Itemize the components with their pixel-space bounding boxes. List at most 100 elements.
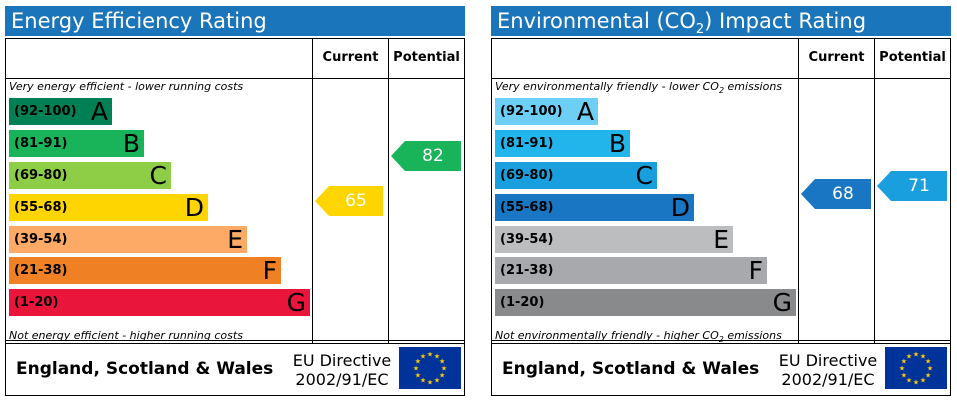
star-icon: ★ <box>899 365 905 373</box>
star-icon: ★ <box>913 379 919 387</box>
band-g: (1-20) G <box>9 289 310 316</box>
pointer-arrow <box>877 171 947 201</box>
bottom-note-suffix: emissions <box>723 329 782 342</box>
band-a: (92-100) A <box>9 98 112 125</box>
band-letter: A <box>90 97 108 126</box>
bottom-note-subscript: 2 <box>718 335 724 345</box>
band-letter: C <box>149 161 167 190</box>
band-d: (55-68) D <box>9 194 208 221</box>
star-icon: ★ <box>420 377 426 385</box>
band-range: (21-38) <box>14 263 68 278</box>
potential-column-header: Potential <box>393 50 460 65</box>
current-column-header: Current <box>322 50 379 65</box>
rating-table <box>491 38 951 344</box>
star-icon: ★ <box>925 358 931 366</box>
bottom-note: Not environmentally friendly - higher CO… <box>495 329 782 347</box>
top-note-subscript: 2 <box>718 86 725 96</box>
column-divider <box>312 38 313 344</box>
star-icon: ★ <box>920 377 926 385</box>
top-note-suffix: emissions <box>724 80 783 93</box>
band-range: (21-38) <box>500 263 554 278</box>
pointer-value: 68 <box>832 184 854 204</box>
band-letter: F <box>262 256 277 285</box>
band-letter: D <box>670 193 690 222</box>
band-letter: B <box>122 129 140 158</box>
directive-line2: 2002/91/EC <box>781 370 875 389</box>
star-icon: ★ <box>927 365 933 373</box>
band-b: (81-91) B <box>495 130 630 157</box>
band-letter: G <box>772 288 792 317</box>
title-subscript: 2 <box>695 22 705 38</box>
star-icon: ★ <box>439 372 445 380</box>
panel-title: Energy Efficiency Rating <box>5 6 465 36</box>
top-note-text: Very environmentally friendly - lower CO <box>495 80 719 93</box>
band-b: (81-91) B <box>9 130 144 157</box>
star-icon: ★ <box>906 352 912 360</box>
band-letter: G <box>286 288 306 317</box>
band-letter: C <box>635 161 653 190</box>
band-range: (92-100) <box>500 104 563 119</box>
current-rating-pointer: 68 <box>801 179 871 209</box>
directive-line2: 2002/91/EC <box>295 370 389 389</box>
star-icon: ★ <box>441 365 447 373</box>
pointer-arrow <box>315 186 383 216</box>
band-e: (39-54) E <box>9 226 247 253</box>
eu-directive: EU Directive 2002/91/EC <box>772 351 884 389</box>
star-icon: ★ <box>415 372 421 380</box>
footer: England, Scotland & Wales EU Directive 2… <box>5 340 465 396</box>
band-letter: D <box>184 193 204 222</box>
star-icon: ★ <box>415 358 421 366</box>
column-divider <box>798 38 799 344</box>
footer: England, Scotland & Wales EU Directive 2… <box>491 340 951 396</box>
header-divider <box>5 78 465 79</box>
star-icon: ★ <box>420 352 426 360</box>
band-e: (39-54) E <box>495 226 733 253</box>
band-a: (92-100) A <box>495 98 598 125</box>
environmental-impact-panel: Environmental (CO2) Impact Rating Curren… <box>491 6 951 398</box>
directive-line1: EU Directive <box>778 351 878 370</box>
header-divider <box>491 78 951 79</box>
column-divider <box>874 38 875 344</box>
pointer-value: 82 <box>422 146 444 166</box>
band-range: (55-68) <box>14 200 68 215</box>
band-d: (55-68) D <box>495 194 694 221</box>
star-icon: ★ <box>427 351 433 359</box>
band-f: (21-38) F <box>495 257 767 284</box>
star-icon: ★ <box>925 372 931 380</box>
pointer-value: 71 <box>908 176 930 196</box>
current-column-header: Current <box>808 50 865 65</box>
star-icon: ★ <box>413 365 419 373</box>
band-g: (1-20) G <box>495 289 796 316</box>
eu-flag-icon: ★ ★ ★ ★ ★ ★ ★ ★ ★ ★ ★ ★ <box>399 347 461 389</box>
band-letter: A <box>576 97 594 126</box>
band-range: (81-91) <box>14 136 68 151</box>
star-icon: ★ <box>439 358 445 366</box>
band-range: (69-80) <box>14 168 68 183</box>
band-letter: F <box>748 256 763 285</box>
title-prefix: Environmental (CO <box>497 9 696 33</box>
star-icon: ★ <box>920 352 926 360</box>
directive-line1: EU Directive <box>292 351 392 370</box>
star-icon: ★ <box>901 358 907 366</box>
eu-flag-icon: ★ ★ ★ ★ ★ ★ ★ ★ ★ ★ ★ ★ <box>885 347 947 389</box>
current-rating-pointer: 65 <box>315 186 383 216</box>
band-letter: E <box>227 225 243 254</box>
column-divider <box>388 38 389 344</box>
band-c: (69-80) C <box>495 162 657 189</box>
top-note: Very energy efficient - lower running co… <box>9 80 244 93</box>
region-label: England, Scotland & Wales <box>502 359 760 379</box>
panel-title: Environmental (CO2) Impact Rating <box>491 6 951 38</box>
pointer-arrow <box>801 179 871 209</box>
star-icon: ★ <box>427 379 433 387</box>
band-range: (39-54) <box>14 232 68 247</box>
energy-efficiency-panel: Energy Efficiency Rating Current Potenti… <box>5 6 465 398</box>
title-suffix: ) Impact Rating <box>704 9 867 33</box>
top-note: Very environmentally friendly - lower CO… <box>495 80 782 98</box>
pointer-arrow <box>391 141 461 171</box>
band-range: (1-20) <box>14 295 59 310</box>
star-icon: ★ <box>434 377 440 385</box>
band-range: (81-91) <box>500 136 554 151</box>
band-c: (69-80) C <box>9 162 171 189</box>
potential-rating-pointer: 71 <box>877 171 947 201</box>
band-letter: B <box>608 129 626 158</box>
